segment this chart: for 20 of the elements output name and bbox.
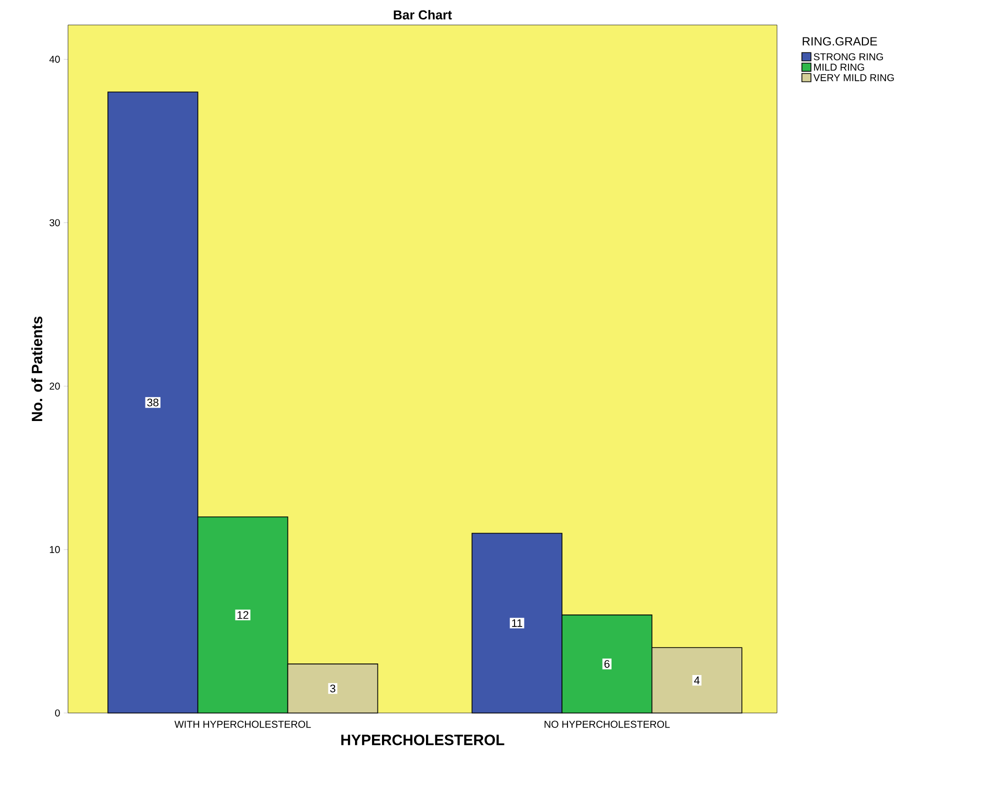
data-label: 4 — [694, 676, 700, 684]
data-label: 3 — [330, 684, 336, 692]
data-label: 11 — [512, 619, 522, 627]
chart-title: Bar Chart — [394, 10, 452, 20]
legend-title: RING.GRADE — [802, 37, 878, 46]
legend-label: STRONG RING — [814, 53, 883, 60]
x-tick-label: WITH HYPERCHOLESTEROL — [174, 720, 311, 728]
y-tick-label: 40 — [49, 56, 60, 63]
x-tick-label: NO HYPERCHOLESTEROL — [544, 720, 670, 728]
y-tick-label: 20 — [50, 382, 60, 390]
data-label: 38 — [147, 398, 158, 406]
y-axis-title: No. of Patients — [31, 316, 42, 421]
data-label: 6 — [604, 660, 610, 668]
legend-label: VERY MILD RING — [813, 74, 894, 82]
y-tick-label: 10 — [50, 546, 60, 554]
legend-label: MILD RING — [814, 64, 864, 71]
x-axis-title: HYPERCHOLESTEROL — [341, 734, 504, 746]
data-label: 12 — [238, 611, 248, 619]
y-tick-label: 30 — [50, 219, 60, 226]
y-tick-label: 0 — [55, 709, 60, 717]
